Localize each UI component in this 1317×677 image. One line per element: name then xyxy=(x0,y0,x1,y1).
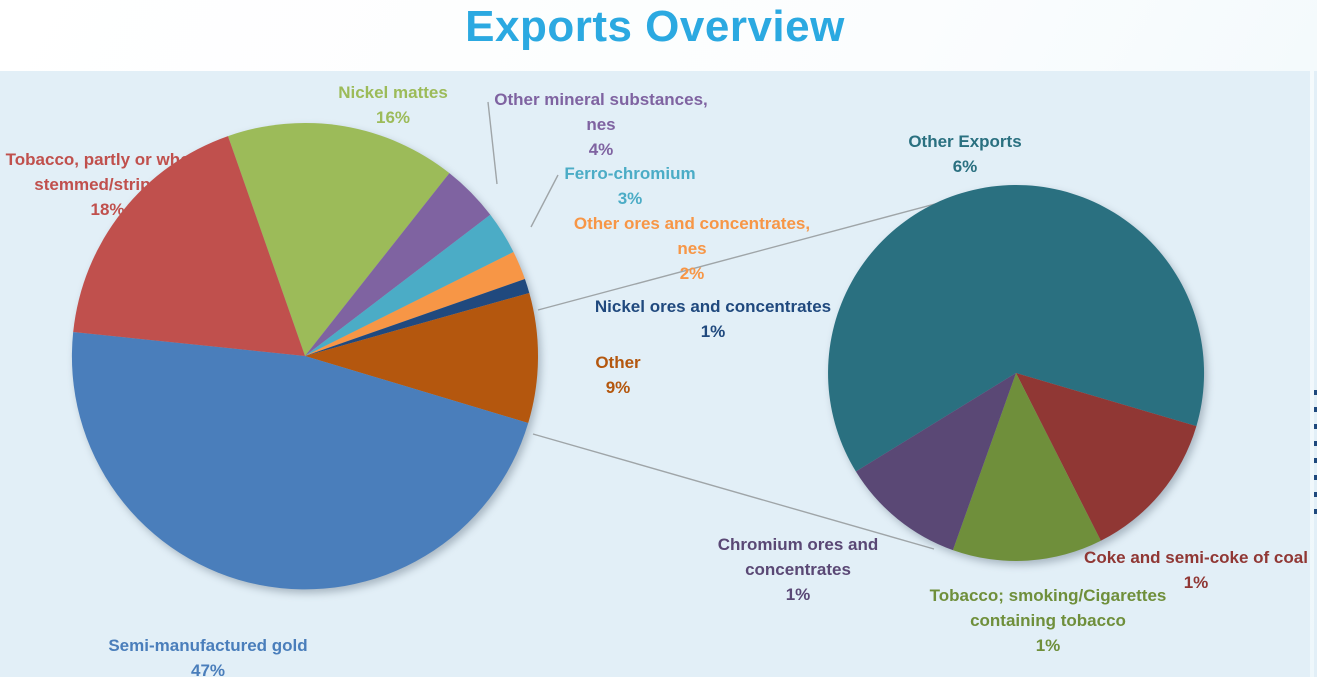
label-pct: 6% xyxy=(952,157,978,176)
label-text: Other ores and concentrates, nes xyxy=(573,214,811,258)
label-pct: 3% xyxy=(617,189,643,208)
label-pct: 18% xyxy=(90,200,125,219)
label-pct: 9% xyxy=(605,378,631,397)
label-pct: 47% xyxy=(190,661,226,677)
label-semi-manufactured-gold: Semi-manufactured gold 47% xyxy=(83,633,333,677)
label-text: Semi-manufactured gold xyxy=(108,636,308,655)
pie-slice-chromium-ores-and-concentrates[interactable] xyxy=(855,373,1016,551)
label-pct: 1% xyxy=(1183,573,1209,592)
label-text: Other Exports xyxy=(908,132,1022,151)
label-text: Chromium ores and concentrates xyxy=(717,535,879,579)
label-text: Coke and semi-coke of coal xyxy=(1084,548,1308,567)
pie-slice-tobacco-smoking-cigarettes-containing-tobacco[interactable] xyxy=(952,373,1101,562)
label-ferro-chromium: Ferro-chromium 3% xyxy=(530,161,730,211)
label-nickel-mattes: Nickel mattes 16% xyxy=(293,80,493,130)
main-pie xyxy=(71,122,539,590)
secondary-pie xyxy=(828,185,1205,562)
pie-slice-nickel-mattes[interactable] xyxy=(228,122,450,357)
pie-slice-semi-manufactured-gold[interactable] xyxy=(71,332,529,590)
pie-slice-coke-and-semi-coke-of-coal[interactable] xyxy=(1016,373,1197,541)
chart-title: Exports Overview xyxy=(465,2,845,51)
label-chromium-ores: Chromium ores and concentrates 1% xyxy=(698,532,898,607)
label-leader-line xyxy=(530,174,559,228)
clipped-adjacent-panel xyxy=(1314,71,1317,677)
other-group-connector-line xyxy=(537,199,951,311)
label-other-mineral-substances: Other mineral substances, nes 4% xyxy=(471,87,731,162)
label-pct: 1% xyxy=(785,585,811,604)
label-pct: 1% xyxy=(1035,636,1061,655)
label-pct: 4% xyxy=(588,140,614,159)
label-text: Other xyxy=(595,353,641,372)
label-other: Other 9% xyxy=(568,350,668,400)
label-pct: 16% xyxy=(375,108,411,127)
label-leader-line xyxy=(487,101,498,185)
pie-slice-other[interactable] xyxy=(305,293,539,423)
label-pct: 1% xyxy=(700,322,726,341)
label-text: Ferro-chromium xyxy=(564,164,696,183)
label-text: Tobacco, partly or wholly stemmed/stripp… xyxy=(5,150,210,194)
pie-slice-nickel-ores-and-concentrates[interactable] xyxy=(305,279,530,356)
pie-slice-ferro-chromium[interactable] xyxy=(305,214,514,356)
pie-slice-other-ores-and-concentrates-nes[interactable] xyxy=(305,252,525,356)
label-text: Nickel ores and concentrates xyxy=(594,297,832,316)
label-text: Tobacco; smoking/Cigarettes containing t… xyxy=(929,586,1167,630)
label-other-ores: Other ores and concentrates, nes 2% xyxy=(562,211,822,286)
pie-slice-other-exports[interactable] xyxy=(828,185,1205,472)
clipped-vertical-text-fragment xyxy=(1314,390,1317,520)
pie-slice-other-mineral-substances-nes[interactable] xyxy=(305,173,491,356)
label-text: Nickel mattes xyxy=(338,83,448,102)
label-tobacco-stemmed: Tobacco, partly or wholly stemmed/stripp… xyxy=(0,147,235,222)
label-tobacco-smoking: Tobacco; smoking/Cigarettes containing t… xyxy=(918,583,1178,658)
other-group-connector-line xyxy=(532,433,935,550)
label-other-exports: Other Exports 6% xyxy=(865,129,1065,179)
label-text: Other mineral substances, nes xyxy=(494,90,708,134)
label-pct: 2% xyxy=(679,264,705,283)
pie-slice-tobacco-partly-or-wholly-stemmed-stripped[interactable] xyxy=(73,136,305,356)
label-coke: Coke and semi-coke of coal 1% xyxy=(1071,545,1317,595)
label-nickel-ores: Nickel ores and concentrates 1% xyxy=(583,294,843,344)
connector-and-leader-lines xyxy=(487,101,951,550)
